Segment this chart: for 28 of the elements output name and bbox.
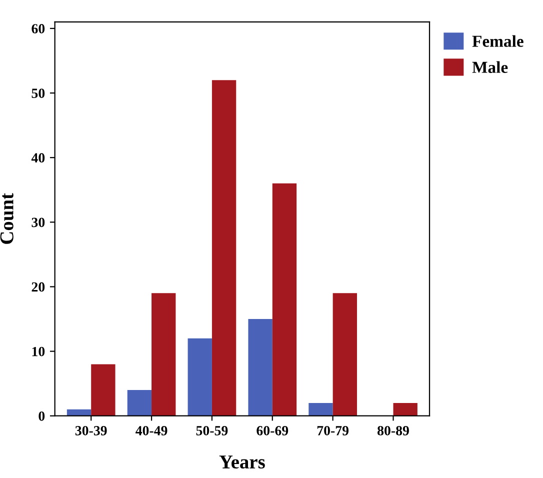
- bar: [188, 338, 212, 416]
- x-tick-label: 80-89: [378, 426, 409, 436]
- x-tick-label: 60-69: [256, 426, 288, 436]
- bar: [308, 402, 333, 416]
- bar: [332, 293, 357, 416]
- bar: [248, 319, 272, 416]
- x-tick-label: 30-39: [75, 426, 107, 436]
- bar: [393, 402, 418, 416]
- bar: [91, 364, 116, 416]
- y-tick-label: 20: [32, 282, 45, 292]
- y-tick-label: 30: [32, 218, 45, 228]
- bar: [66, 409, 92, 416]
- bar: [152, 293, 176, 416]
- bar: [127, 390, 152, 416]
- y-tick-label: 50: [32, 88, 45, 98]
- bar: [272, 183, 297, 416]
- x-tick-label: 70-79: [317, 426, 349, 436]
- x-axis-title: Years: [219, 456, 265, 469]
- y-axis-title: Count: [0, 193, 14, 244]
- x-tick-label: 50-59: [196, 426, 228, 436]
- y-tick-label: 10: [32, 346, 45, 356]
- legend-label: Female: [472, 35, 524, 47]
- y-tick-label: 60: [32, 24, 45, 34]
- bar: [212, 80, 236, 416]
- y-tick-label: 40: [31, 153, 45, 163]
- legend-label: Male: [472, 61, 508, 73]
- y-tick-label: 0: [38, 411, 45, 421]
- x-tick-label: 40-49: [136, 426, 168, 436]
